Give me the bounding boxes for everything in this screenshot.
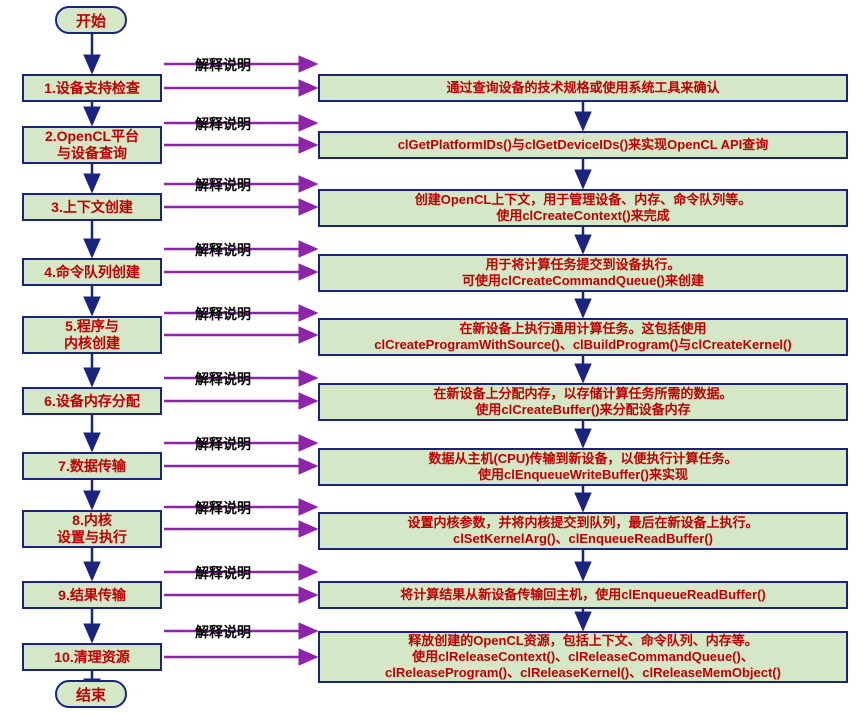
terminal-start-label: 开始 [76, 10, 106, 31]
desc-4: 用于将计算任务提交到设备执行。可使用clCreateCommandQueue()… [318, 254, 848, 292]
desc-9: 将计算结果从新设备传输回主机，使用clEnqueueReadBuffer() [318, 581, 848, 609]
step-10-label: 10.清理资源 [54, 649, 129, 666]
step-4-label: 4.命令队列创建 [44, 264, 140, 281]
explain-label-2: 解释说明 [195, 114, 251, 134]
step-2-label: 2.OpenCL平台与设备查询 [45, 128, 139, 162]
step-7-label: 7.数据传输 [58, 458, 126, 475]
desc-4-text: 用于将计算任务提交到设备执行。可使用clCreateCommandQueue()… [462, 257, 704, 290]
step-5: 5.程序与内核创建 [22, 316, 162, 354]
step-1-label: 1.设备支持检查 [44, 80, 140, 97]
step-6-label: 6.设备内存分配 [44, 393, 140, 410]
terminal-start: 开始 [55, 6, 127, 34]
step-8-label: 8.内核设置与执行 [57, 512, 127, 546]
desc-7: 数据从主机(CPU)传输到新设备，以便执行计算任务。使用clEnqueueWri… [318, 448, 848, 486]
desc-1: 通过查询设备的技术规格或使用系统工具来确认 [318, 74, 848, 102]
desc-8-text: 设置内核参数，并将内核提交到队列，最后在新设备上执行。clSetKernelAr… [407, 515, 758, 548]
terminal-end-label: 结束 [76, 684, 106, 705]
desc-9-text: 将计算结果从新设备传输回主机，使用clEnqueueReadBuffer() [400, 587, 765, 603]
step-9-label: 9.结果传输 [58, 587, 126, 604]
desc-10: 释放创建的OpenCL资源，包括上下文、命令队列、内存等。使用clRelease… [318, 631, 848, 683]
terminal-end: 结束 [55, 680, 127, 708]
desc-1-text: 通过查询设备的技术规格或使用系统工具来确认 [446, 80, 719, 96]
explain-label-1: 解释说明 [195, 55, 251, 75]
step-8: 8.内核设置与执行 [22, 510, 162, 548]
step-1: 1.设备支持检查 [22, 74, 162, 102]
desc-3: 创建OpenCL上下文，用于管理设备、内存、命令队列等。使用clCreateCo… [318, 189, 848, 227]
desc-6: 在新设备上分配内存，以存储计算任务所需的数据。使用clCreateBuffer(… [318, 383, 848, 421]
step-6: 6.设备内存分配 [22, 387, 162, 415]
step-3: 3.上下文创建 [22, 193, 162, 221]
desc-10-text: 释放创建的OpenCL资源，包括上下文、命令队列、内存等。使用clRelease… [385, 633, 781, 682]
explain-label-10: 解释说明 [195, 622, 251, 642]
step-5-label: 5.程序与内核创建 [64, 318, 120, 352]
step-4: 4.命令队列创建 [22, 258, 162, 286]
step-10: 10.清理资源 [22, 643, 162, 671]
desc-5: 在新设备上执行通用计算任务。这包括使用clCreateProgramWithSo… [318, 318, 848, 356]
explain-label-9: 解释说明 [195, 563, 251, 583]
step-2: 2.OpenCL平台与设备查询 [22, 126, 162, 164]
desc-2-text: clGetPlatformIDs()与clGetDeviceIDs()来实现Op… [398, 137, 769, 153]
explain-label-5: 解释说明 [195, 304, 251, 324]
explain-label-6: 解释说明 [195, 369, 251, 389]
step-7: 7.数据传输 [22, 452, 162, 480]
step-9: 9.结果传输 [22, 581, 162, 609]
desc-8: 设置内核参数，并将内核提交到队列，最后在新设备上执行。clSetKernelAr… [318, 512, 848, 550]
desc-6-text: 在新设备上分配内存，以存储计算任务所需的数据。使用clCreateBuffer(… [433, 386, 732, 419]
desc-7-text: 数据从主机(CPU)传输到新设备，以便执行计算任务。使用clEnqueueWri… [428, 451, 737, 484]
desc-5-text: 在新设备上执行通用计算任务。这包括使用clCreateProgramWithSo… [374, 321, 791, 354]
desc-3-text: 创建OpenCL上下文，用于管理设备、内存、命令队列等。使用clCreateCo… [415, 192, 752, 225]
desc-2: clGetPlatformIDs()与clGetDeviceIDs()来实现Op… [318, 131, 848, 159]
explain-label-3: 解释说明 [195, 175, 251, 195]
explain-label-7: 解释说明 [195, 434, 251, 454]
step-3-label: 3.上下文创建 [51, 199, 133, 216]
explain-label-8: 解释说明 [195, 498, 251, 518]
explain-label-4: 解释说明 [195, 240, 251, 260]
